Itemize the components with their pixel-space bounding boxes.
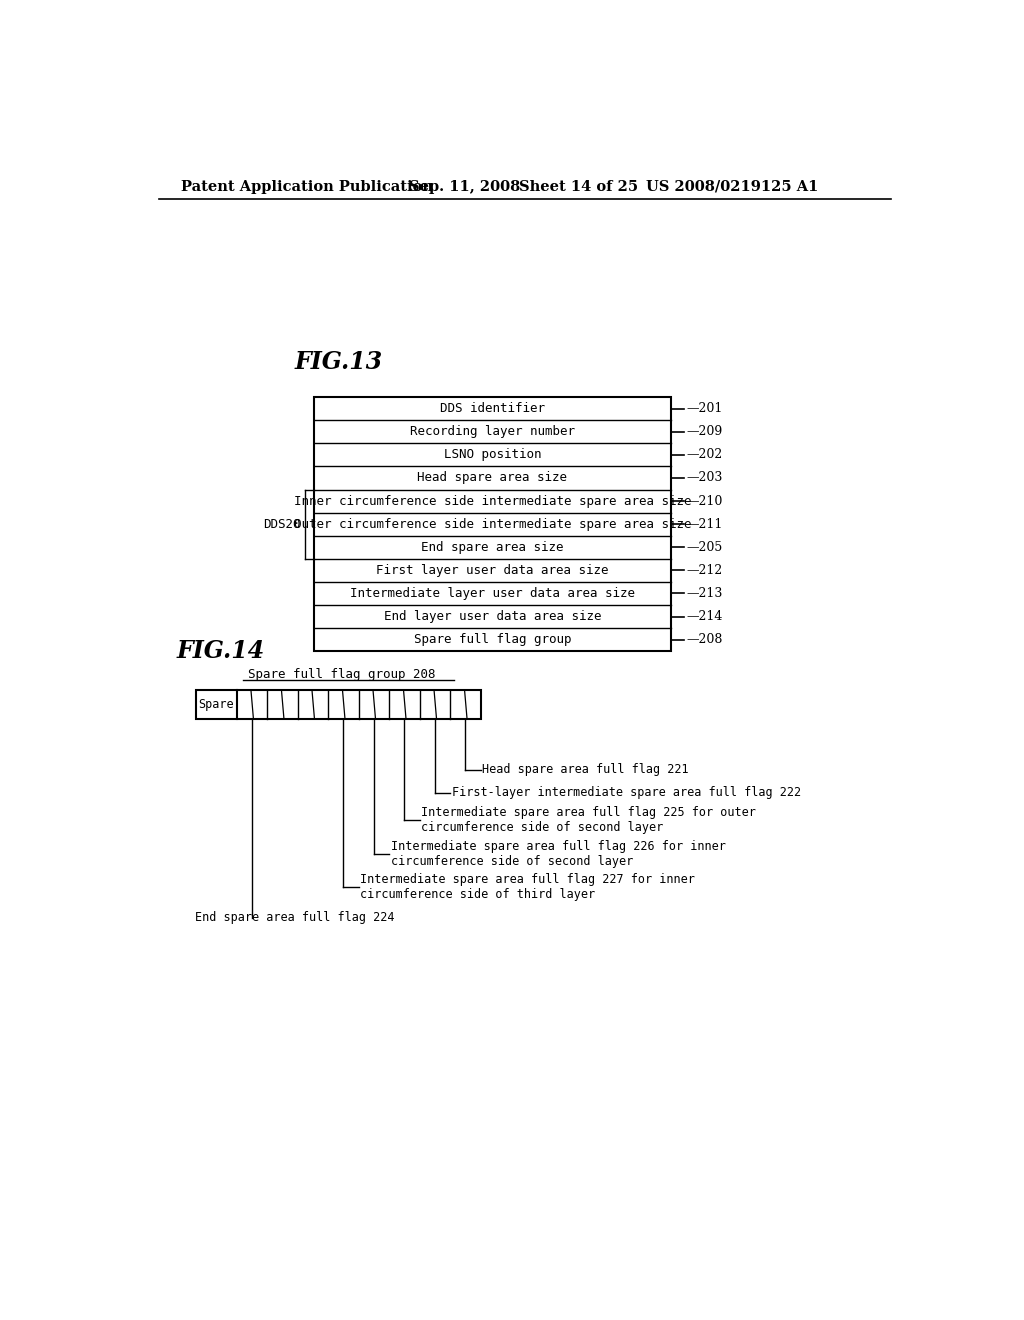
- Text: Intermediate spare area full flag 225 for outer
circumference side of second lay: Intermediate spare area full flag 225 fo…: [422, 805, 757, 834]
- Bar: [197, 689, 480, 719]
- Text: —211: —211: [686, 517, 722, 531]
- Text: —203: —203: [686, 471, 722, 484]
- Text: FIG.13: FIG.13: [295, 350, 383, 375]
- Text: —202: —202: [686, 449, 722, 462]
- Text: Sheet 14 of 25: Sheet 14 of 25: [519, 180, 639, 194]
- Text: —213: —213: [686, 587, 722, 601]
- Text: Intermediate spare area full flag 227 for inner
circumference side of third laye: Intermediate spare area full flag 227 fo…: [360, 873, 695, 900]
- Text: FIG.14: FIG.14: [177, 639, 265, 663]
- Text: First-layer intermediate spare area full flag 222: First-layer intermediate spare area full…: [452, 787, 801, 800]
- Text: —208: —208: [686, 634, 722, 647]
- Text: Spare full flag group: Spare full flag group: [414, 634, 571, 647]
- Text: Patent Application Publication: Patent Application Publication: [180, 180, 433, 194]
- Text: —201: —201: [686, 403, 722, 416]
- Text: US 2008/0219125 A1: US 2008/0219125 A1: [646, 180, 818, 194]
- Text: Recording layer number: Recording layer number: [410, 425, 574, 438]
- Text: First layer user data area size: First layer user data area size: [376, 564, 608, 577]
- Text: —205: —205: [686, 541, 722, 554]
- Text: DDS identifier: DDS identifier: [439, 403, 545, 416]
- Text: —209: —209: [686, 425, 722, 438]
- Text: Head spare area size: Head spare area size: [417, 471, 567, 484]
- Bar: [314, 397, 671, 651]
- Text: Intermediate spare area full flag 226 for inner
circumference side of second lay: Intermediate spare area full flag 226 fo…: [391, 841, 726, 869]
- Text: Inner circumference side intermediate spare area size: Inner circumference side intermediate sp…: [294, 495, 691, 508]
- Text: DDS20: DDS20: [263, 517, 301, 531]
- Text: —212: —212: [686, 564, 722, 577]
- Text: —214: —214: [686, 610, 722, 623]
- Text: Sep. 11, 2008: Sep. 11, 2008: [409, 180, 520, 194]
- Text: Spare: Spare: [199, 698, 234, 711]
- Text: LSNO position: LSNO position: [443, 449, 541, 462]
- Text: Intermediate layer user data area size: Intermediate layer user data area size: [350, 587, 635, 601]
- Text: Outer circumference side intermediate spare area size: Outer circumference side intermediate sp…: [294, 517, 691, 531]
- Text: End spare area full flag 224: End spare area full flag 224: [195, 911, 394, 924]
- Text: Head spare area full flag 221: Head spare area full flag 221: [482, 763, 689, 776]
- Text: —210: —210: [686, 495, 722, 508]
- Text: Spare full flag group 208: Spare full flag group 208: [248, 668, 435, 681]
- Text: End layer user data area size: End layer user data area size: [384, 610, 601, 623]
- Text: End spare area size: End spare area size: [421, 541, 563, 554]
